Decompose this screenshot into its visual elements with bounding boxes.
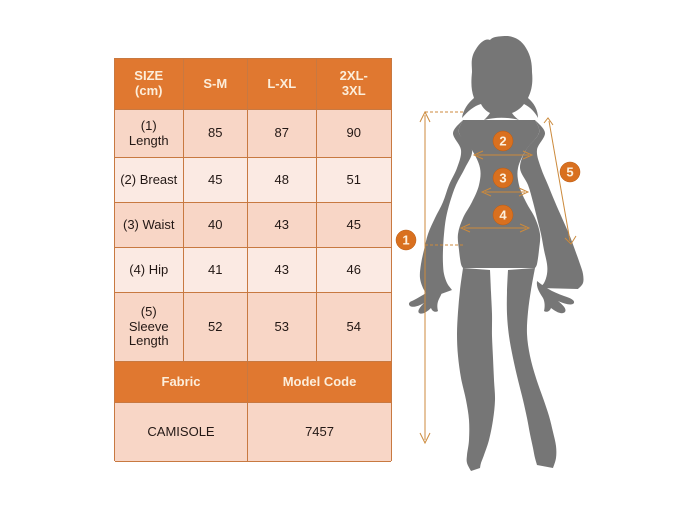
svg-text:3: 3 [499, 171, 506, 186]
svg-text:5: 5 [566, 165, 573, 180]
svg-text:2: 2 [499, 134, 506, 149]
svg-text:4: 4 [499, 208, 507, 223]
svg-text:1: 1 [402, 233, 409, 248]
